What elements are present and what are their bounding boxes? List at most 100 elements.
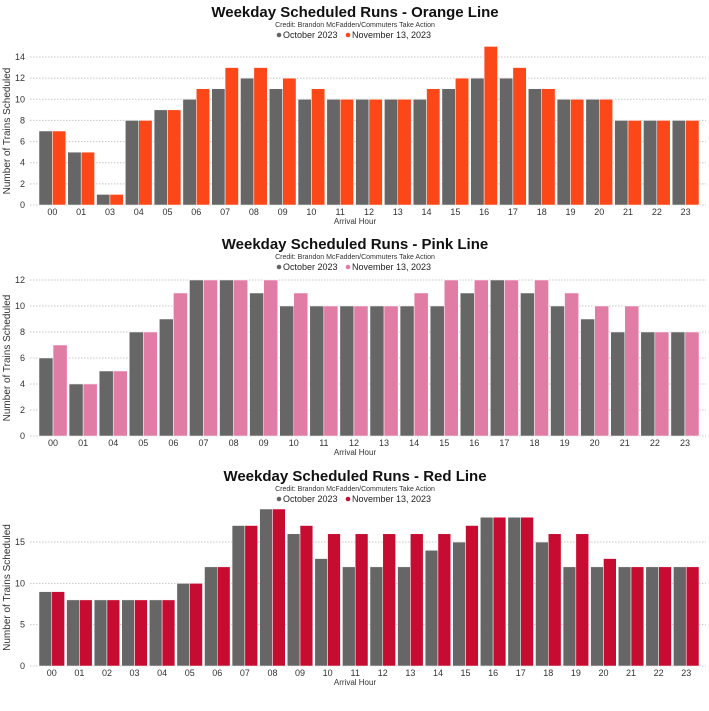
y-tick-label: 10: [15, 301, 25, 311]
bar-october-18: [528, 88, 542, 206]
bar-october-00: [38, 357, 54, 437]
bar-october-19: [556, 99, 571, 206]
x-tick-label: 05: [185, 668, 195, 678]
bar-october-04: [149, 599, 163, 667]
bar-november-04: [138, 120, 153, 206]
x-tick-label: 00: [47, 207, 57, 217]
bar-november-13: [383, 305, 399, 437]
bar-october-06: [159, 318, 174, 437]
bar-october-08: [259, 508, 273, 667]
legend-marker-november: [345, 264, 351, 270]
chart-title: Weekday Scheduled Runs - Orange Line: [211, 4, 498, 21]
x-tick-label: 19: [571, 668, 581, 678]
x-tick-label: 02: [102, 668, 112, 678]
bar-november-10: [293, 292, 309, 437]
bar-november-10: [311, 88, 326, 206]
y-tick-label: 2: [20, 179, 25, 189]
bar-november-10: [327, 533, 341, 667]
bar-october-22: [640, 331, 656, 437]
y-tick-label: 14: [15, 52, 25, 62]
y-tick-label: 6: [20, 137, 25, 147]
bar-november-09: [263, 279, 278, 437]
bar-october-22: [643, 120, 658, 206]
chart-credit: Credit: Brandon McFadden/Commuters Take …: [275, 486, 435, 493]
x-tick-label: 11: [336, 207, 345, 217]
bar-november-13: [397, 99, 412, 206]
bar-november-03: [134, 599, 148, 667]
bar-october-00: [38, 591, 53, 667]
y-tick-label: 12: [15, 275, 25, 285]
x-tick-label: 10: [323, 668, 333, 678]
x-tick-label: 07: [198, 438, 208, 448]
y-tick-label: 2: [20, 405, 25, 415]
bar-october-01: [67, 151, 82, 206]
chart-credit: Credit: Brandon McFadden/Commuters Take …: [275, 22, 435, 29]
chart-pink-line: Weekday Scheduled Runs - Pink LineCredit…: [2, 236, 706, 457]
x-tick-label: 17: [499, 438, 509, 448]
x-tick-label: 09: [278, 207, 288, 217]
bar-november-16: [492, 517, 507, 667]
x-tick-label: 17: [508, 207, 518, 217]
x-tick-label: 15: [439, 438, 449, 448]
x-tick-label: 13: [379, 438, 389, 448]
x-tick-label: 07: [220, 207, 230, 217]
bar-november-06: [173, 292, 188, 437]
x-tick-label: 17: [516, 668, 526, 678]
bar-october-17: [490, 279, 505, 437]
bar-october-15: [441, 88, 456, 206]
bar-november-11: [323, 305, 339, 437]
bar-november-23: [685, 566, 700, 667]
x-tick-label: 01: [74, 668, 84, 678]
x-tick-label: 06: [168, 438, 178, 448]
bar-november-01: [82, 383, 98, 437]
bar-october-12: [339, 305, 355, 437]
bar-november-14: [426, 88, 441, 206]
bar-november-11: [339, 99, 354, 206]
x-tick-label: 11: [319, 438, 328, 448]
bar-october-23: [670, 331, 686, 437]
y-tick-label: 10: [15, 578, 25, 588]
bar-november-07: [244, 525, 258, 667]
bar-october-10: [314, 558, 328, 667]
legend-label-october: October 2023: [283, 262, 338, 272]
x-tick-label: 03: [130, 668, 140, 678]
bar-october-10: [297, 99, 312, 206]
bar-november-05: [143, 331, 158, 437]
y-tick-label: 0: [20, 431, 25, 441]
x-tick-label: 14: [422, 207, 432, 217]
x-tick-label: 22: [652, 207, 662, 217]
x-tick-label: 10: [289, 438, 299, 448]
x-tick-label: 19: [565, 207, 575, 217]
bar-november-04: [112, 370, 128, 437]
x-tick-label: 08: [229, 438, 239, 448]
bar-october-12: [369, 566, 384, 667]
bar-november-12: [368, 99, 383, 206]
legend-marker-october: [276, 264, 282, 270]
x-tick-label: 09: [295, 668, 305, 678]
bar-october-05: [153, 109, 168, 206]
bar-october-21: [610, 331, 626, 437]
bar-november-17: [512, 67, 527, 206]
bar-november-14: [437, 533, 452, 667]
legend-marker-november: [345, 32, 351, 38]
bar-october-21: [614, 120, 629, 206]
x-tick-label: 08: [249, 207, 259, 217]
bar-november-07: [224, 67, 239, 206]
y-tick-label: 8: [20, 115, 25, 125]
x-tick-label: 16: [488, 668, 498, 678]
y-tick-label: 6: [20, 353, 25, 363]
bar-november-02: [106, 599, 121, 667]
x-tick-label: 15: [450, 207, 460, 217]
bar-november-05: [189, 583, 203, 667]
y-tick-label: 4: [20, 158, 25, 168]
bar-november-09: [299, 525, 314, 667]
legend-marker-november: [345, 496, 351, 502]
x-tick-label: 14: [409, 438, 419, 448]
bar-october-00: [38, 130, 53, 206]
bar-november-08: [233, 279, 248, 437]
x-tick-label: 06: [212, 668, 222, 678]
x-tick-label: 13: [405, 668, 415, 678]
y-axis-label: Number of Trains Scheduled: [2, 68, 13, 195]
bar-october-17: [499, 77, 514, 206]
bar-october-17: [507, 517, 521, 667]
